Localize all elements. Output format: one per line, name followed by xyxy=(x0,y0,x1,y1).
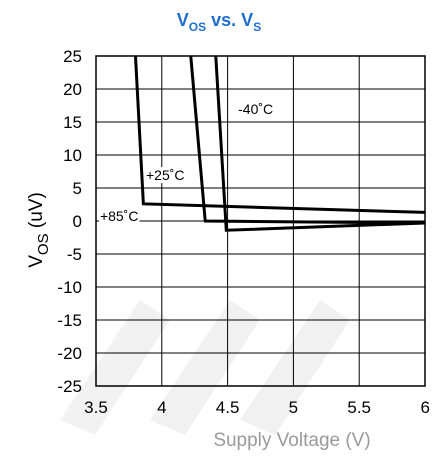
x-tick-label: 4 xyxy=(157,398,166,417)
series-line-2 xyxy=(214,55,426,232)
chart-title: VOS vs. VS xyxy=(177,10,261,34)
annotations: -40˚C +25˚C +85˚C xyxy=(98,101,275,224)
y-tick-label: -20 xyxy=(57,344,82,363)
title-sub2: S xyxy=(253,20,261,34)
series-label-1: +25˚C xyxy=(146,167,185,183)
x-tick-label: 6 xyxy=(421,398,430,417)
y-tick-label: 10 xyxy=(63,146,82,165)
series-label-bg xyxy=(145,167,186,184)
watermark xyxy=(60,300,350,435)
grid xyxy=(95,55,426,387)
x-tick-label: 5.5 xyxy=(347,398,371,417)
y-axis-label: VOS (uV) xyxy=(26,192,52,268)
title-v2: V xyxy=(241,10,253,30)
series-line-0 xyxy=(133,55,426,214)
x-tick-label: 3.5 xyxy=(84,398,108,417)
y-tick-label: -5 xyxy=(67,245,82,264)
series-lines xyxy=(133,55,426,232)
x-tick-label: 5 xyxy=(289,398,298,417)
title-sub1: OS xyxy=(189,20,206,34)
y-tick-label: 0 xyxy=(73,212,82,231)
y-tick-label: -10 xyxy=(57,278,82,297)
y-tick-label: -25 xyxy=(57,377,82,396)
y-tick-label: 15 xyxy=(63,113,82,132)
series-label-bg xyxy=(237,101,275,118)
title-mid: vs. xyxy=(206,10,241,30)
x-axis-ticks: 3.5 4 4.5 5 5.5 6 xyxy=(84,398,430,417)
series-line-1 xyxy=(189,55,426,225)
x-tick-label: 4.5 xyxy=(216,398,240,417)
y-axis-ticks: 25 20 15 10 5 0 -5 -10 -15 -20 -25 xyxy=(57,47,82,396)
y-tick-label: 25 xyxy=(63,47,82,66)
y-tick-label: 5 xyxy=(73,179,82,198)
y-tick-label: 20 xyxy=(63,80,82,99)
series-label-bg xyxy=(98,208,140,224)
y-label-sub: OS xyxy=(35,233,52,255)
y-tick-label: -15 xyxy=(57,311,82,330)
series-label-2: +85˚C xyxy=(100,208,139,224)
series-label-0: -40˚C xyxy=(238,101,273,117)
title-v1: V xyxy=(177,10,189,30)
y-label-main: V xyxy=(26,255,47,268)
y-label-unit: (uV) xyxy=(26,192,47,233)
x-axis-label: Supply Voltage (V) xyxy=(213,430,370,451)
plot-frame xyxy=(95,55,426,387)
